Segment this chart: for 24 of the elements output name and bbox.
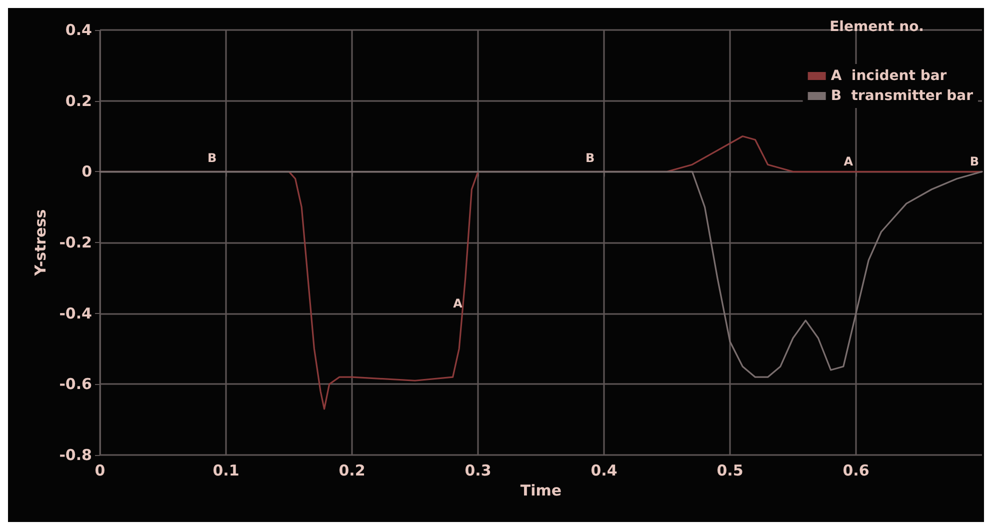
- annotation: B: [208, 151, 217, 166]
- annotation: A: [453, 296, 464, 310]
- annotation: B: [970, 154, 979, 169]
- x-axis-title: Time: [520, 482, 562, 500]
- legend-label: A incident bar: [830, 68, 947, 84]
- x-tick-label: 0.1: [212, 462, 240, 480]
- y-tick-label: -0.6: [59, 375, 92, 394]
- x-tick-label: 0.3: [464, 462, 492, 480]
- x-tick-label: 0.5: [716, 462, 744, 480]
- x-tick-label: 0.2: [338, 462, 366, 480]
- y-tick-label: -0.8: [59, 446, 92, 464]
- legend-title: Element no.: [830, 19, 924, 35]
- y-tick-label: -0.4: [59, 304, 92, 322]
- y-tick-label: 0: [82, 162, 92, 181]
- y-axis-title: Y-stress: [32, 209, 50, 277]
- x-tick-label: 0.6: [842, 462, 870, 480]
- y-tick-label: 0.2: [65, 92, 92, 110]
- y-tick-label: 0.4: [65, 21, 92, 39]
- x-tick-label: 0.4: [590, 462, 618, 480]
- annotation: B: [586, 151, 595, 166]
- y-tick-label: -0.2: [59, 234, 92, 252]
- x-tick-label: 0: [94, 462, 106, 480]
- legend-label: B transmitter bar: [830, 88, 974, 104]
- annotation: A: [844, 154, 854, 169]
